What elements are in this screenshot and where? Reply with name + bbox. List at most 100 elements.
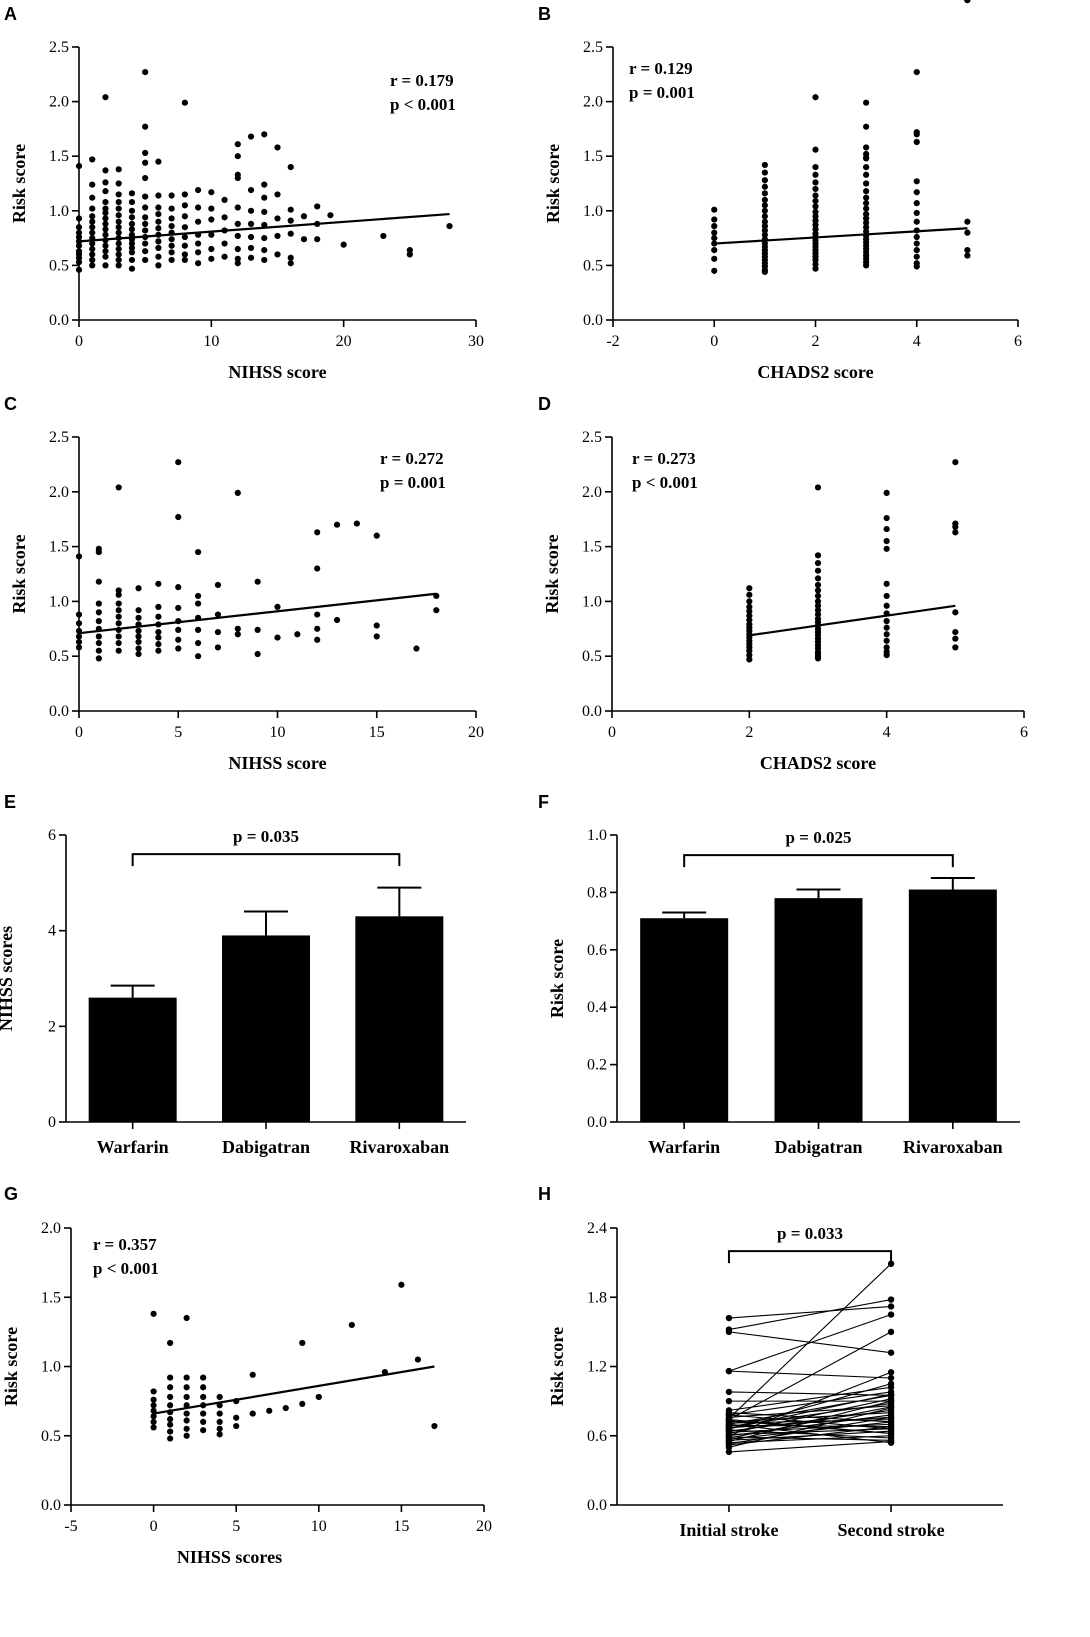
data-point bbox=[168, 236, 175, 243]
data-point bbox=[952, 628, 959, 636]
data-point bbox=[115, 633, 122, 640]
y-axis-title: Risk score bbox=[1, 1327, 21, 1406]
data-point bbox=[155, 225, 162, 232]
data-point bbox=[761, 207, 768, 214]
y-axis-title: NIHSS scores bbox=[0, 926, 16, 1031]
data-point bbox=[913, 240, 920, 247]
stat-annotation: p < 0.001 bbox=[390, 95, 456, 114]
paired-line bbox=[728, 1371, 892, 1437]
data-point bbox=[128, 214, 136, 221]
data-point bbox=[168, 242, 175, 249]
data-point bbox=[814, 655, 822, 662]
data-point bbox=[887, 1296, 895, 1303]
data-point bbox=[725, 1411, 733, 1419]
data-point bbox=[812, 94, 819, 101]
y-tick-label: 1.0 bbox=[41, 1359, 61, 1376]
data-point bbox=[150, 1402, 157, 1409]
data-point bbox=[952, 609, 959, 616]
data-point bbox=[883, 538, 890, 545]
data-point bbox=[254, 626, 261, 633]
data-point bbox=[89, 240, 96, 247]
paired-line bbox=[728, 1414, 892, 1430]
data-point bbox=[167, 1374, 174, 1381]
regression-line bbox=[78, 212, 450, 243]
data-point bbox=[115, 620, 122, 627]
data-point bbox=[102, 179, 109, 186]
data-point bbox=[168, 249, 175, 256]
y-axis-title: Risk score bbox=[9, 144, 29, 223]
data-point bbox=[746, 612, 753, 619]
y-tick-label: 0.5 bbox=[49, 648, 69, 665]
data-point bbox=[863, 224, 870, 231]
data-point bbox=[913, 189, 920, 196]
data-point bbox=[102, 242, 109, 249]
data-point bbox=[183, 1425, 190, 1432]
data-point bbox=[142, 174, 149, 182]
data-point bbox=[812, 221, 819, 229]
data-point bbox=[214, 581, 222, 589]
significance-bracket bbox=[683, 854, 954, 868]
paired-line bbox=[728, 1314, 892, 1372]
data-point bbox=[150, 1310, 157, 1317]
data-point bbox=[181, 213, 188, 220]
data-point bbox=[216, 1393, 223, 1401]
data-point bbox=[913, 253, 920, 260]
panel-a: A 0.0 0.5 1.0 1.5 2.0 2.5 0 10 20 30 Risk score NIHS… bbox=[4, 4, 484, 382]
data-point bbox=[195, 653, 202, 660]
data-point bbox=[725, 1448, 733, 1456]
paired-line bbox=[728, 1423, 892, 1444]
data-point bbox=[75, 633, 83, 640]
data-point bbox=[761, 202, 768, 209]
data-point bbox=[142, 149, 149, 157]
data-point bbox=[863, 188, 870, 195]
data-point bbox=[234, 489, 241, 496]
stat-annotation: r = 0.357 bbox=[93, 1235, 157, 1254]
data-point bbox=[913, 247, 920, 254]
data-point bbox=[863, 200, 870, 207]
panel-letter: F bbox=[538, 792, 549, 812]
significance-bracket bbox=[131, 853, 401, 867]
data-point bbox=[75, 644, 83, 651]
data-point bbox=[168, 222, 175, 230]
data-point bbox=[181, 191, 188, 198]
data-point bbox=[135, 585, 142, 592]
data-point bbox=[75, 259, 83, 266]
data-point bbox=[398, 1281, 405, 1288]
data-point bbox=[725, 1314, 733, 1322]
data-point bbox=[373, 532, 380, 539]
data-point bbox=[128, 220, 136, 228]
y-tick-label: 0.5 bbox=[41, 1428, 61, 1445]
y-tick-label: 1.5 bbox=[41, 1289, 61, 1306]
data-point bbox=[167, 1384, 174, 1391]
data-point bbox=[75, 638, 83, 646]
data-point bbox=[883, 624, 890, 631]
data-point bbox=[167, 1339, 174, 1347]
data-point bbox=[261, 131, 268, 138]
data-point bbox=[208, 216, 215, 223]
data-point bbox=[746, 591, 753, 598]
paired-line bbox=[728, 1393, 892, 1430]
y-tick-label: 0.8 bbox=[587, 884, 607, 901]
paired-line bbox=[728, 1331, 892, 1421]
paired-line bbox=[728, 1370, 892, 1379]
data-point bbox=[711, 235, 718, 242]
data-point bbox=[221, 240, 228, 247]
data-point bbox=[200, 1410, 207, 1417]
data-point bbox=[155, 192, 162, 199]
data-point bbox=[115, 251, 122, 258]
data-point bbox=[234, 153, 241, 160]
panel-h: H 0.0 0.6 1.2 1.8 2.4 Initial stroke Second str… bbox=[538, 1184, 1003, 1540]
y-tick-label: 2.5 bbox=[583, 39, 603, 56]
data-point bbox=[155, 580, 162, 587]
data-point bbox=[761, 222, 768, 230]
y-axis-title: Risk score bbox=[547, 1327, 567, 1406]
data-point bbox=[261, 235, 268, 242]
data-point bbox=[446, 222, 453, 230]
data-point bbox=[887, 1439, 895, 1446]
y-tick-label: 2.5 bbox=[582, 429, 602, 446]
data-point bbox=[761, 169, 768, 176]
data-point bbox=[314, 625, 321, 632]
data-point bbox=[812, 217, 819, 224]
panel-letter: A bbox=[4, 4, 17, 24]
data-point bbox=[887, 1328, 895, 1336]
